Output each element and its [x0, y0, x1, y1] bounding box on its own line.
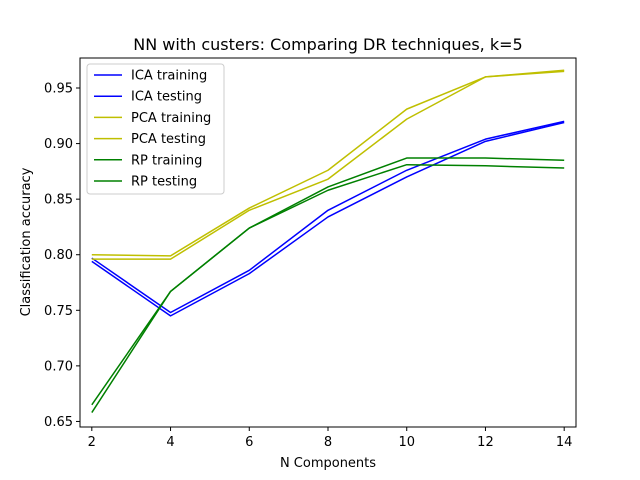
y-tick-label: 0.70 — [44, 359, 73, 374]
x-tick-label: 12 — [477, 435, 494, 450]
y-tick-label: 0.85 — [44, 193, 73, 208]
plot-lines — [91, 69, 565, 413]
y-axis-ticks: 0.65 0.70 0.75 0.80 0.85 0.90 0.95 — [44, 82, 80, 430]
x-tick-label: 10 — [398, 435, 415, 450]
legend-label: RP training — [131, 153, 202, 168]
x-tick-label: 6 — [245, 435, 253, 450]
legend-label: ICA training — [131, 69, 207, 84]
x-tick-label: 14 — [556, 435, 573, 450]
series-line-rp-testing — [91, 163, 565, 413]
chart-title: NN with custers: Comparing DR techniques… — [133, 35, 522, 54]
x-axis-ticks: 2 4 6 8 10 12 14 — [88, 427, 573, 450]
series-line-pca-testing — [91, 70, 565, 260]
legend: ICA training ICA testing PCA training PCA t… — [86, 63, 225, 195]
legend-label: ICA testing — [131, 90, 202, 105]
y-tick-label: 0.95 — [44, 82, 73, 97]
x-axis-label: N Components — [280, 456, 376, 471]
x-tick-label: 4 — [166, 435, 174, 450]
y-tick-label: 0.80 — [44, 248, 73, 263]
y-tick-label: 0.65 — [44, 415, 73, 430]
y-axis-label: Classification accuracy — [19, 167, 34, 316]
x-tick-label: 2 — [88, 435, 96, 450]
series-line-ica-testing — [91, 121, 565, 317]
y-tick-label: 0.90 — [44, 137, 73, 152]
legend-label: PCA testing — [131, 132, 206, 147]
x-tick-label: 8 — [324, 435, 332, 450]
y-tick-label: 0.75 — [44, 304, 73, 319]
legend-label: RP testing — [131, 175, 197, 190]
legend-items: ICA training ICA testing PCA training PCA t… — [94, 69, 211, 190]
series-line-ica-training — [91, 120, 565, 314]
series-line-rp-training — [91, 157, 565, 406]
legend-label: PCA training — [131, 111, 211, 126]
